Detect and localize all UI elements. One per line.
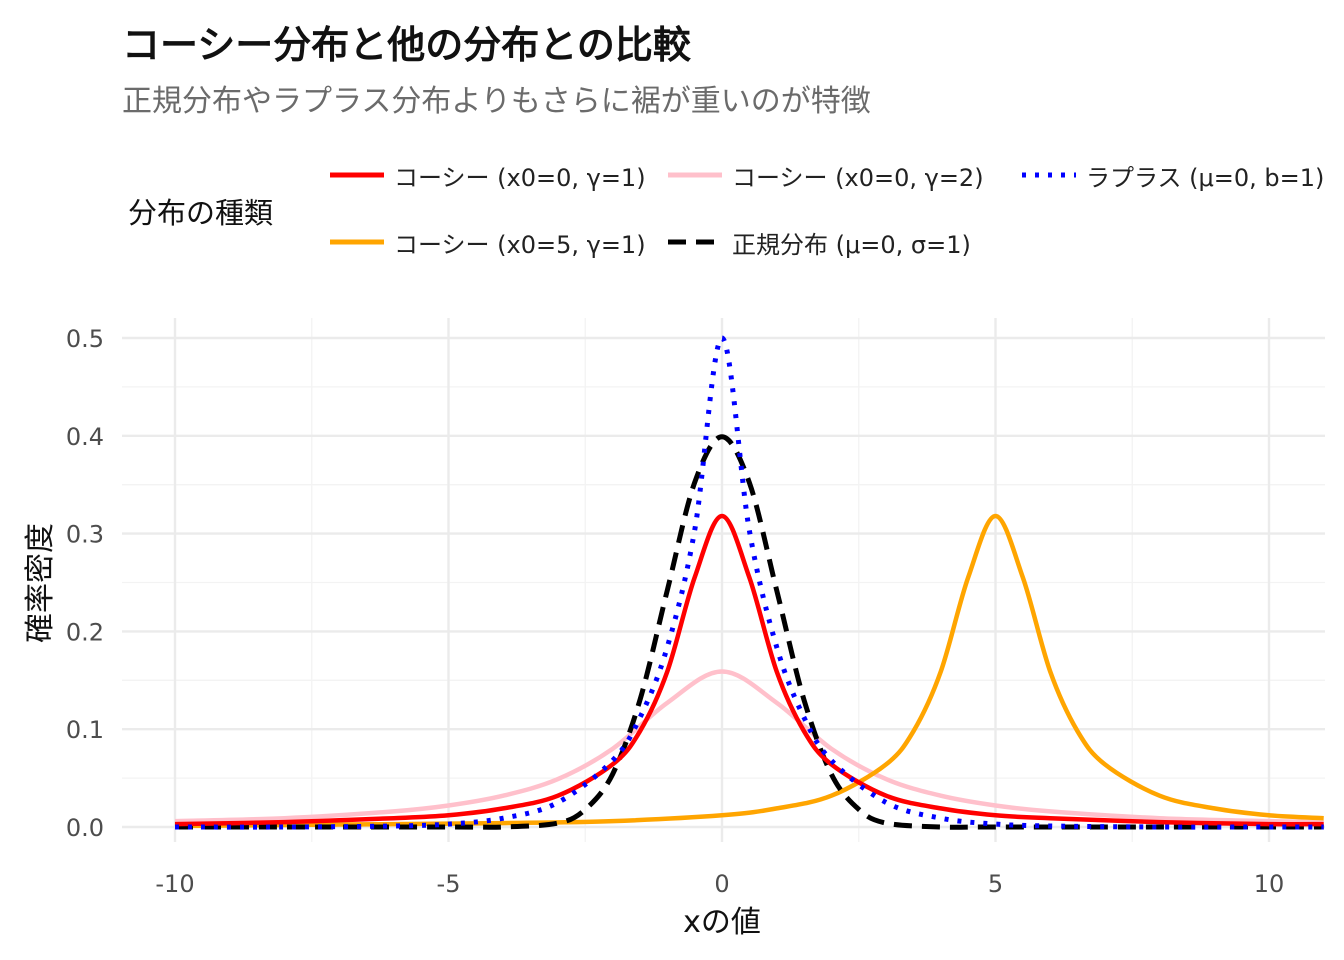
- series-line-2: [174, 335, 1324, 830]
- series-line-1: [174, 669, 1324, 825]
- y-tick-label: 0.1: [66, 716, 104, 744]
- x-tick-label: -5: [437, 870, 461, 898]
- grid-major: [122, 318, 1325, 842]
- x-tick-label: 5: [988, 870, 1003, 898]
- legend-key-cauchy-g1: [330, 172, 384, 178]
- legend-label-cauchy-x5: コーシー (x0=5, γ=1): [394, 230, 646, 259]
- y-tick-label: 0.3: [66, 521, 104, 549]
- series-line-3: [174, 513, 1324, 829]
- x-tick-label: -10: [155, 870, 194, 898]
- chart-subtitle: 正規分布やラプラス分布よりもさらに裾が重いのが特徴: [122, 84, 871, 119]
- y-tick-label: 0.0: [66, 814, 104, 842]
- legend-label-cauchy-g2: コーシー (x0=0, γ=2): [732, 163, 984, 192]
- legend-item-laplace: ラプラス (μ=0, b=1): [1018, 155, 1324, 195]
- y-tick-labels: 0.0 0.1 0.2 0.3 0.4 0.5: [66, 325, 104, 842]
- chart-title: コーシー分布と他の分布との比較: [122, 23, 691, 67]
- legend-label-laplace: ラプラス (μ=0, b=1): [1086, 163, 1325, 192]
- legend-item-cauchy-g2: コーシー (x0=0, γ=2): [664, 155, 984, 195]
- x-tick-label: 0: [714, 870, 729, 898]
- series-layer: [174, 335, 1324, 830]
- legend-key-normal: [668, 239, 722, 245]
- series-line-0: [174, 513, 1324, 827]
- y-tick-label: 0.4: [66, 423, 104, 451]
- legend-key-cauchy-g2: [668, 172, 722, 178]
- legend-label-normal: 正規分布 (μ=0, σ=1): [732, 230, 971, 259]
- legend-item-cauchy-x5: コーシー (x0=5, γ=1): [326, 222, 646, 262]
- legend-key-cauchy-x5: [330, 239, 384, 245]
- x-tick-label: 10: [1254, 870, 1285, 898]
- y-axis-title: 確率密度: [23, 523, 58, 643]
- legend-label-cauchy-g1: コーシー (x0=0, γ=1): [394, 163, 646, 192]
- legend-title: 分布の種類: [128, 196, 274, 230]
- x-tick-labels: -10 -5 0 5 10: [155, 870, 1284, 898]
- grid-minor: [122, 318, 1325, 842]
- y-tick-label: 0.5: [66, 325, 104, 353]
- legend-item-normal: 正規分布 (μ=0, σ=1): [664, 222, 971, 262]
- legend-item-cauchy-g1: コーシー (x0=0, γ=1): [326, 155, 646, 195]
- y-tick-label: 0.2: [66, 618, 104, 646]
- x-axis-title: xの値: [683, 905, 761, 940]
- legend-key-laplace: [1022, 172, 1076, 178]
